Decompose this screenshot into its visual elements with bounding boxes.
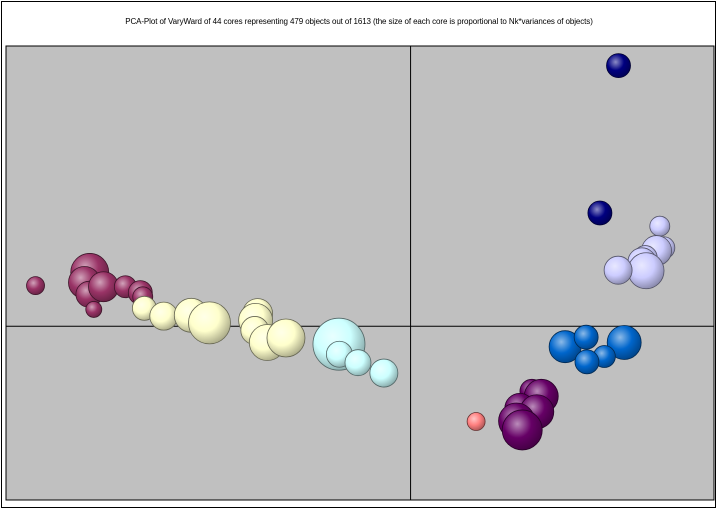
- core-point: [606, 53, 631, 79]
- core-point: [26, 276, 45, 296]
- cluster-series-3: [312, 317, 399, 388]
- cluster-series-7: [498, 378, 559, 451]
- core-point: [188, 301, 231, 345]
- cluster-series-8: [466, 412, 486, 431]
- core-point: [85, 301, 103, 318]
- cluster-series-4: [587, 53, 631, 226]
- core-point: [649, 215, 671, 237]
- core-point: [627, 252, 665, 290]
- core-point: [606, 325, 642, 360]
- cluster-series-1: [26, 253, 154, 318]
- cluster-series-5: [603, 215, 676, 290]
- plot-area: [5, 45, 715, 501]
- core-point: [501, 409, 543, 451]
- core-point: [149, 301, 179, 331]
- core-point: [587, 200, 613, 226]
- core-point: [344, 349, 372, 377]
- core-point: [466, 412, 486, 431]
- core-point: [574, 349, 600, 375]
- cluster-series-6: [548, 324, 642, 375]
- core-point: [369, 358, 399, 388]
- core-point: [266, 318, 306, 358]
- chart-title: PCA-Plot of VaryWard of 44 cores represe…: [125, 17, 593, 26]
- cluster-series-2: [131, 295, 306, 361]
- core-point: [573, 324, 599, 350]
- core-point: [603, 255, 633, 285]
